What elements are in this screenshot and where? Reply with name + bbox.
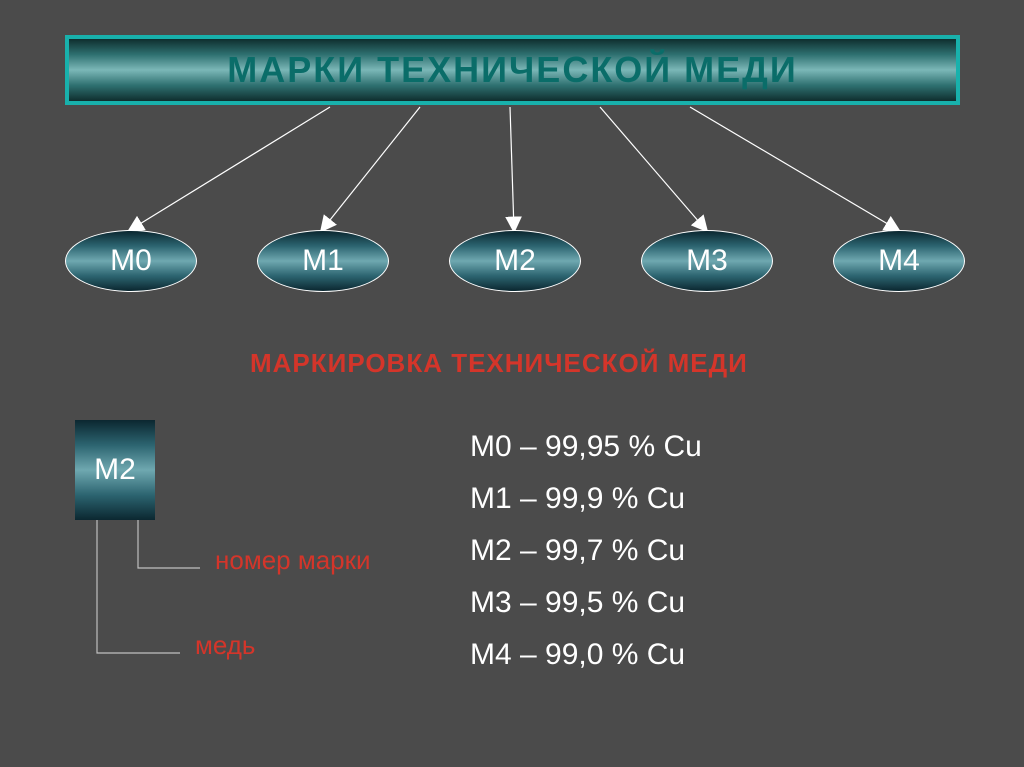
callout-line-0 (138, 520, 200, 568)
purity-row-4: М4 – 99,0 % Cu (470, 638, 685, 672)
grade-node-М1: М1 (257, 230, 389, 292)
marking-example-box: М2 (75, 420, 155, 520)
callout-label-0: номер марки (215, 545, 371, 576)
subtitle: МАРКИРОВКА ТЕХНИЧЕСКОЙ МЕДИ (250, 348, 748, 379)
purity-row-3: М3 – 99,5 % Cu (470, 586, 685, 620)
arrow-to-М2 (510, 107, 514, 230)
grade-node-М4: М4 (833, 230, 965, 292)
title-bar: МАРКИ ТЕХНИЧЕСКОЙ МЕДИ (65, 35, 960, 105)
grade-node-М2: М2 (449, 230, 581, 292)
arrow-to-М3 (600, 107, 706, 230)
purity-row-1: М1 – 99,9 % Cu (470, 482, 685, 516)
purity-row-2: М2 – 99,7 % Cu (470, 534, 685, 568)
purity-row-0: М0 – 99,95 % Cu (470, 430, 702, 464)
grade-node-М0: М0 (65, 230, 197, 292)
callout-line-1 (97, 520, 180, 653)
arrow-to-М0 (130, 107, 330, 230)
slide-canvas: МАРКИ ТЕХНИЧЕСКОЙ МЕДИ М0 М1 М2 М3 М4 МАРКИРОВ… (0, 0, 1024, 767)
grade-node-М3: М3 (641, 230, 773, 292)
callout-label-1: медь (195, 630, 255, 661)
arrow-to-М1 (322, 107, 420, 230)
arrow-to-М4 (690, 107, 898, 230)
